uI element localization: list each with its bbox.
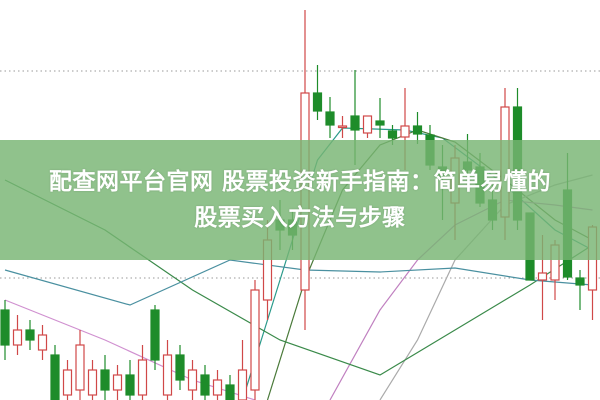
candle-body [112,374,123,391]
title-line-1: 配查网平台官网 股票投资新手指南：简单易懂的 [48,169,551,195]
moving-average-line [4,259,593,306]
candle-body [50,354,60,400]
candle [137,345,148,400]
candle-body [537,272,548,281]
candle [100,355,110,400]
candle [187,360,198,400]
candle [412,112,423,144]
candle [175,345,185,390]
candle-body [312,92,323,112]
candle-body [212,379,223,396]
candle-body [100,369,110,391]
candle-body [337,125,348,129]
candle [75,330,85,400]
candle-body [0,309,10,346]
candle [237,340,248,400]
candle-body [225,384,235,400]
candle [325,97,335,138]
title-line-2: 股票买入方法与步骤 [194,205,406,231]
candle-body [375,120,385,126]
candle [162,340,173,400]
candle [250,280,260,400]
candle [37,325,48,360]
candle-body [137,359,148,396]
candle [87,360,98,400]
candle [125,360,135,400]
candle-body [62,369,73,396]
candle [212,370,223,400]
candle-body [325,111,335,126]
candle [25,320,35,350]
candle [337,116,348,138]
candle [375,98,385,138]
candle-body [75,344,85,391]
candle [362,115,373,138]
candle-body [387,130,398,139]
candle-body [412,125,423,135]
candle-body [362,115,373,134]
title-banner: 配查网平台官网 股票投资新手指南：简单易懂的 股票买入方法与步骤 [0,140,600,260]
candle-body [175,354,185,381]
candle-body [237,369,248,400]
candle-body [250,289,260,391]
candle-body [37,334,48,351]
candle-body [25,329,35,341]
candle-body [150,309,160,361]
candle [575,270,585,310]
candle [112,365,123,400]
candle [12,315,23,355]
candle [225,375,235,400]
candle-body [350,115,360,131]
candle-body [125,374,135,396]
candle-body [400,125,410,138]
candle [312,65,323,120]
candle [150,305,160,370]
candle-body [200,374,210,396]
moving-average-line [4,299,256,400]
candle-body [162,354,173,396]
candle-body [187,369,198,391]
candle [0,300,10,360]
candle-body [575,277,585,286]
candle [200,365,210,400]
candle-body [87,369,98,396]
candle [62,360,73,400]
candle-body [12,329,23,346]
candle [50,345,60,400]
